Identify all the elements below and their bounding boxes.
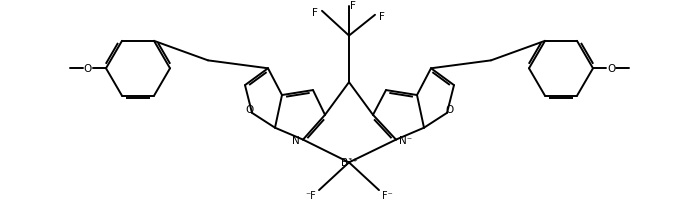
Text: N: N (292, 135, 300, 145)
Text: F⁻: F⁻ (382, 190, 392, 200)
Text: B³⁺: B³⁺ (340, 158, 357, 167)
Text: O: O (607, 64, 615, 74)
Text: O: O (445, 104, 453, 114)
Text: F: F (312, 8, 318, 18)
Text: F: F (379, 12, 385, 22)
Text: O: O (246, 104, 254, 114)
Text: N⁻: N⁻ (399, 135, 412, 145)
Text: ⁻F: ⁻F (305, 190, 317, 200)
Text: F: F (350, 1, 356, 11)
Text: O: O (84, 64, 92, 74)
